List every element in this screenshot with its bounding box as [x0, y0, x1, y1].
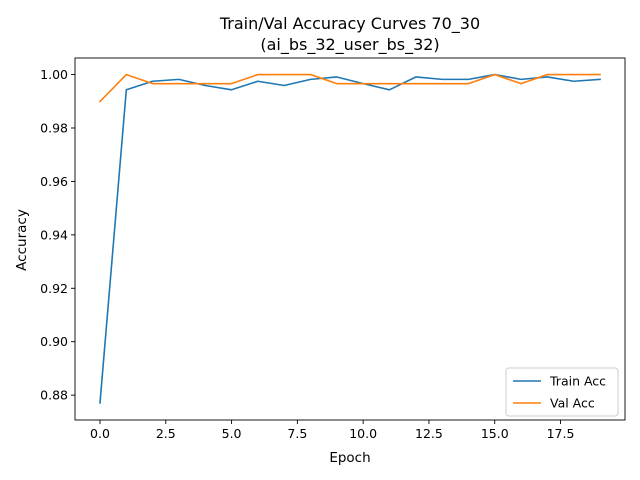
legend-label-val-acc: Val Acc [550, 396, 595, 411]
y-tick-label: 0.98 [40, 120, 68, 135]
y-tick-label: 0.90 [40, 334, 68, 349]
y-axis-label: Accuracy [14, 209, 30, 271]
series-line-val-acc [98, 73, 601, 103]
y-tick-label: 0.92 [40, 281, 68, 296]
chart-title: Train/Val Accuracy Curves 70_30 [219, 14, 480, 34]
y-tick-label: 0.96 [40, 174, 68, 189]
chart-subtitle: (ai_bs_32_user_bs_32) [260, 35, 439, 55]
x-tick-label: 17.5 [547, 426, 575, 441]
x-tick-label: 0.0 [90, 426, 110, 441]
legend: Train Acc Val Acc [505, 367, 619, 417]
x-axis-label: Epoch [329, 450, 370, 466]
x-tick-label: 15.0 [481, 426, 509, 441]
legend-label-train-acc: Train Acc [549, 374, 606, 389]
x-tick-label: 10.0 [349, 426, 377, 441]
plot-area: 0.0 2.5 5.0 7.5 10.0 12.5 15.0 17.5 0.88 0.90 0.92… [40, 57, 626, 441]
x-tick-label: 2.5 [156, 426, 176, 441]
plot-frame [74, 57, 626, 421]
legend-box [505, 367, 619, 417]
y-tick-label: 0.88 [40, 388, 68, 403]
x-tick-label: 5.0 [222, 426, 242, 441]
x-tick-label: 7.5 [287, 426, 307, 441]
x-tick-label: 12.5 [415, 426, 443, 441]
series-line-train-acc [99, 73, 601, 404]
y-tick-label: 0.94 [40, 227, 68, 242]
y-tick-label: 1.00 [40, 67, 68, 82]
